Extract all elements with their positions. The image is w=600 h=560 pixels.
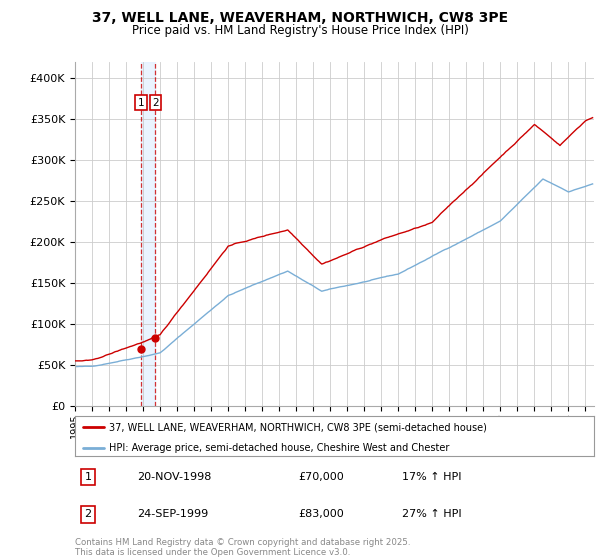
Text: 27% ↑ HPI: 27% ↑ HPI bbox=[402, 510, 461, 520]
Text: 1: 1 bbox=[85, 472, 91, 482]
Text: HPI: Average price, semi-detached house, Cheshire West and Chester: HPI: Average price, semi-detached house,… bbox=[109, 442, 449, 452]
Text: 37, WELL LANE, WEAVERHAM, NORTHWICH, CW8 3PE: 37, WELL LANE, WEAVERHAM, NORTHWICH, CW8… bbox=[92, 11, 508, 25]
Text: Price paid vs. HM Land Registry's House Price Index (HPI): Price paid vs. HM Land Registry's House … bbox=[131, 24, 469, 36]
Text: 37, WELL LANE, WEAVERHAM, NORTHWICH, CW8 3PE (semi-detached house): 37, WELL LANE, WEAVERHAM, NORTHWICH, CW8… bbox=[109, 422, 487, 432]
Text: 1: 1 bbox=[138, 97, 145, 108]
Text: £83,000: £83,000 bbox=[298, 510, 344, 520]
Text: 2: 2 bbox=[85, 510, 92, 520]
Text: 2: 2 bbox=[152, 97, 159, 108]
Text: 24-SEP-1999: 24-SEP-1999 bbox=[137, 510, 209, 520]
Text: Contains HM Land Registry data © Crown copyright and database right 2025.
This d: Contains HM Land Registry data © Crown c… bbox=[75, 538, 410, 557]
Text: 17% ↑ HPI: 17% ↑ HPI bbox=[402, 472, 461, 482]
Text: £70,000: £70,000 bbox=[298, 472, 344, 482]
Text: 20-NOV-1998: 20-NOV-1998 bbox=[137, 472, 212, 482]
Bar bbox=[141, 62, 155, 406]
